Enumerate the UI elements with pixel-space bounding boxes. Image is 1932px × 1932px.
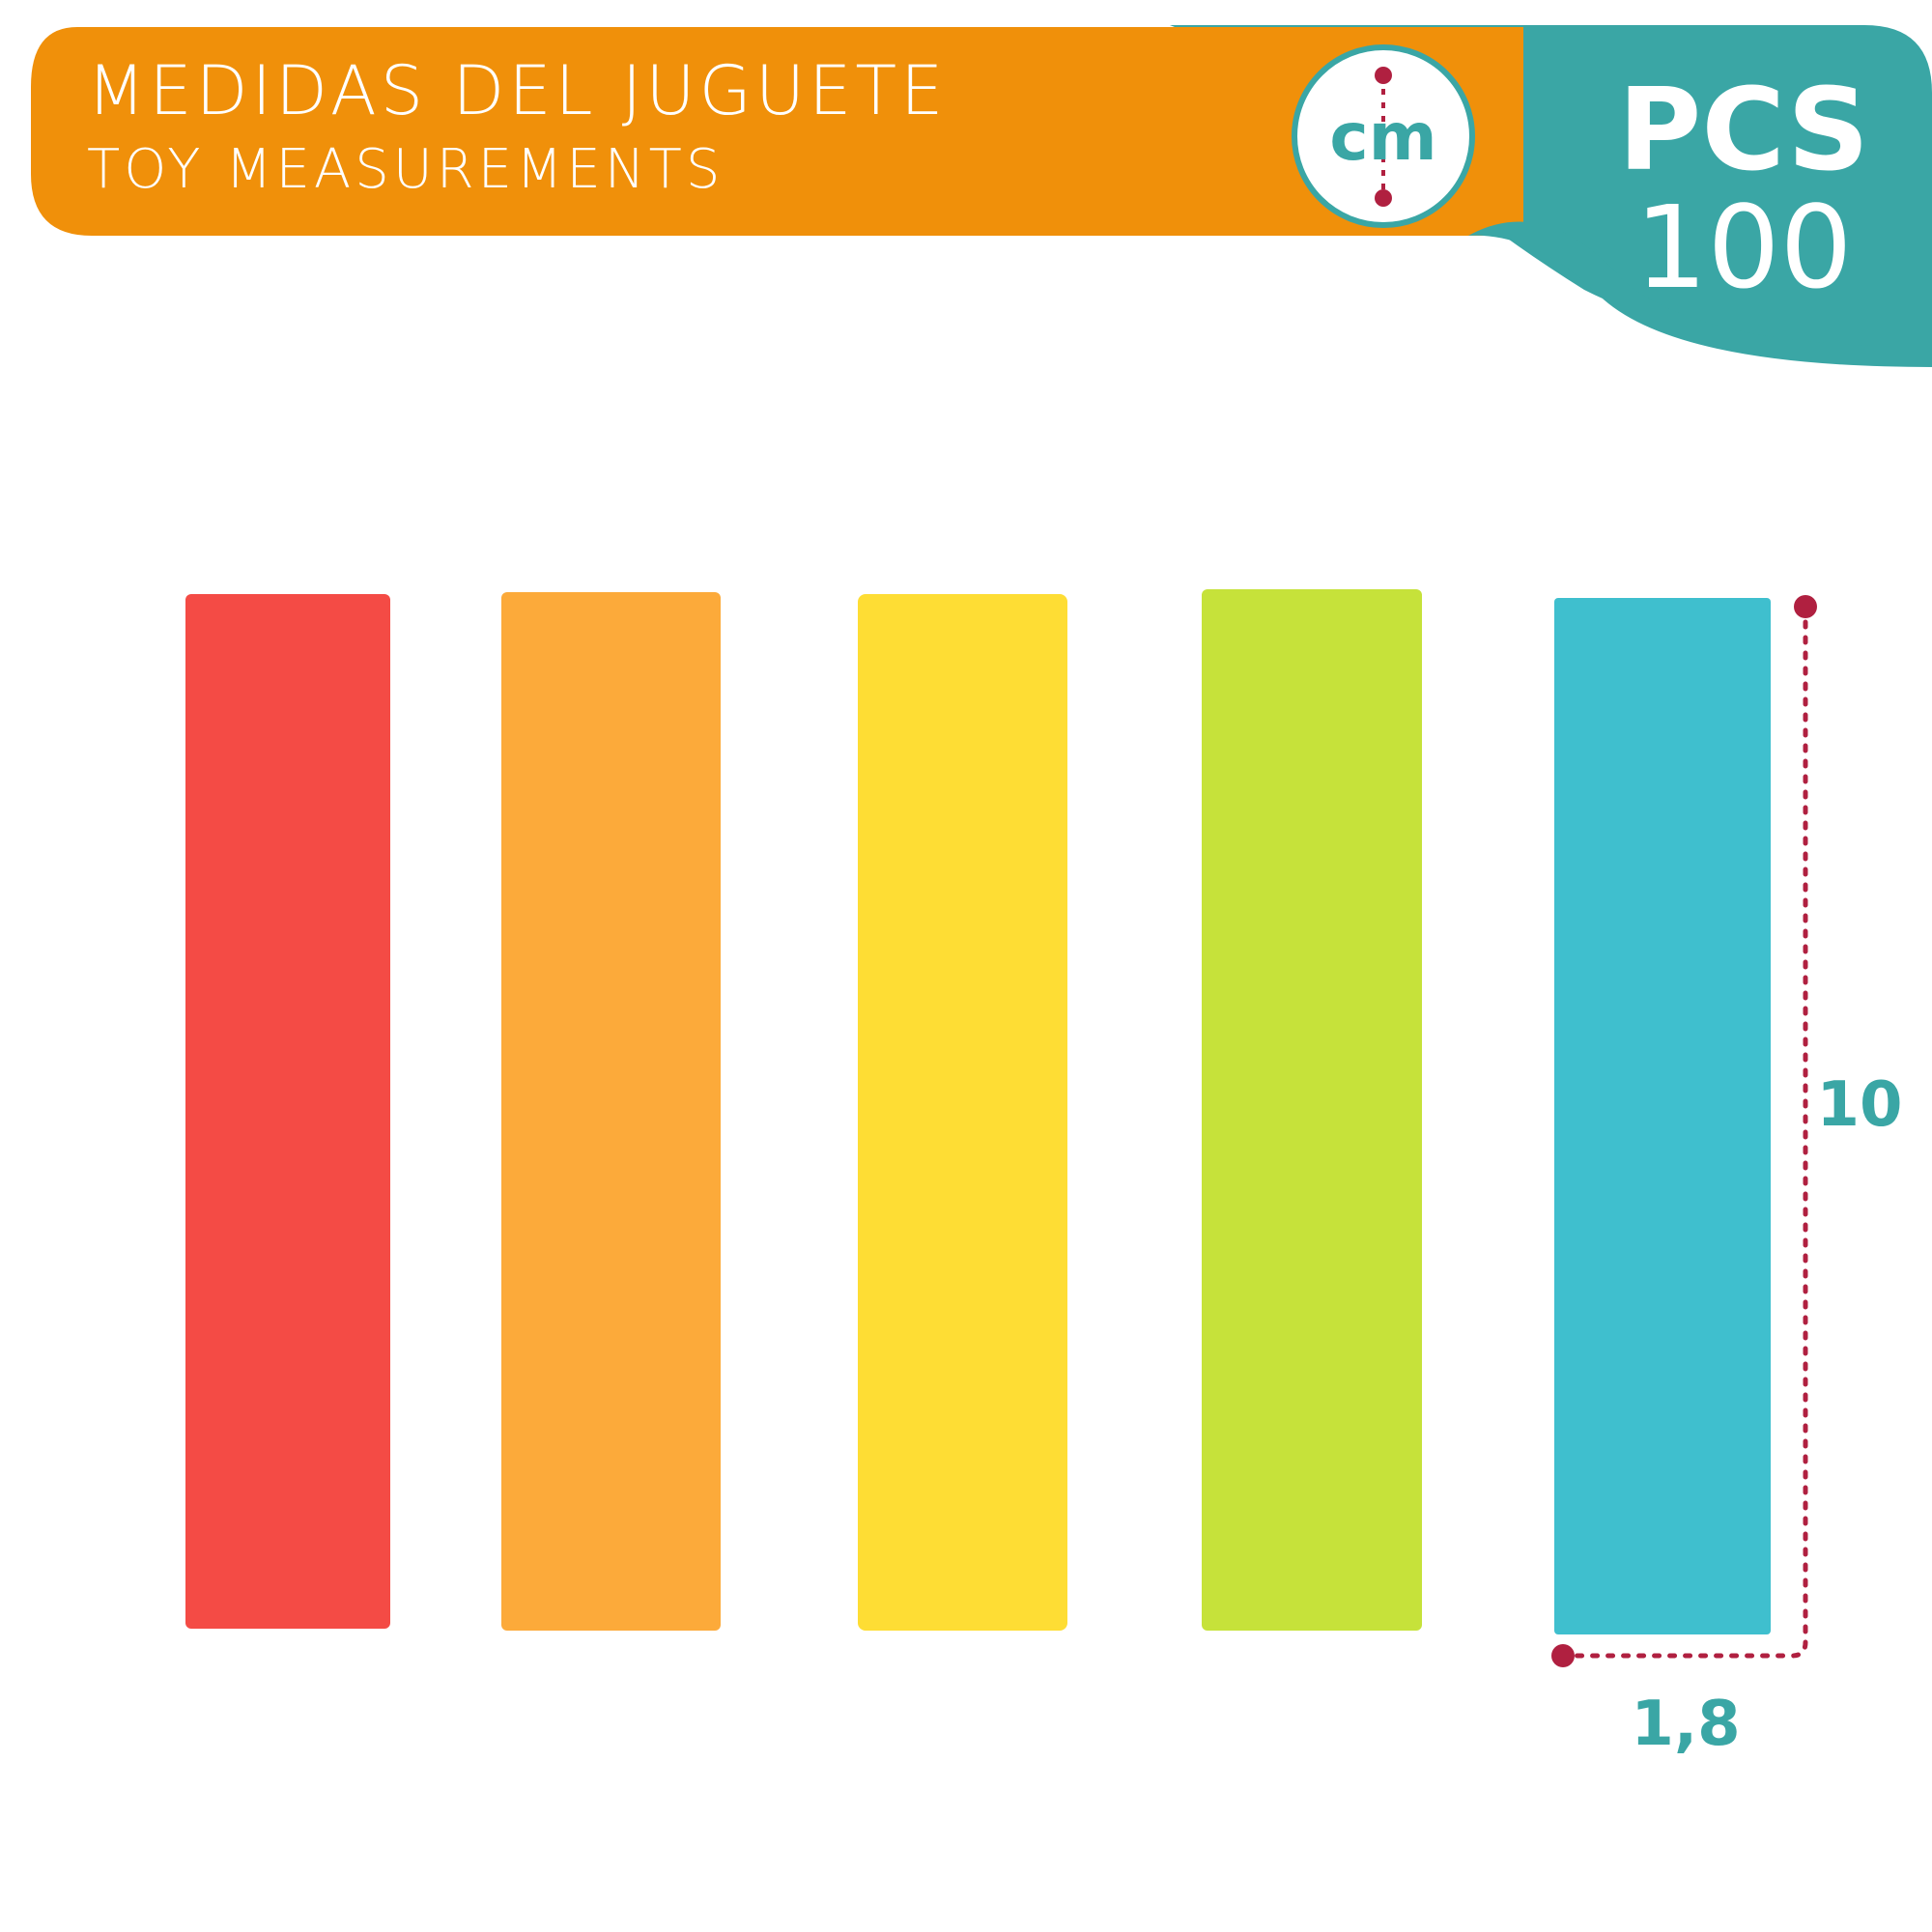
subtitle: TOY MEASUREMENTS bbox=[87, 138, 724, 201]
measure-line bbox=[1560, 604, 1808, 1659]
measure-dot bbox=[1794, 595, 1817, 618]
measure-dot bbox=[1551, 1644, 1575, 1667]
title: MEDIDAS DEL JUGUETE bbox=[87, 51, 947, 130]
height-label: 10 bbox=[1816, 1069, 1902, 1141]
orange-block bbox=[501, 592, 721, 1631]
badge-dot bbox=[1375, 67, 1392, 84]
teal-curve bbox=[1468, 221, 1932, 367]
yellow-block bbox=[858, 594, 1067, 1631]
badge-dot bbox=[1375, 189, 1392, 207]
blue-block bbox=[1554, 598, 1771, 1634]
pcs-label: PCS bbox=[1618, 63, 1869, 196]
pcs-value: 100 bbox=[1634, 181, 1852, 314]
green-block bbox=[1202, 589, 1422, 1631]
unit-label: cm bbox=[1329, 99, 1436, 176]
width-label: 1,8 bbox=[1631, 1689, 1740, 1760]
orange-banner bbox=[31, 27, 1523, 236]
red-block bbox=[185, 594, 390, 1629]
unit-badge bbox=[1292, 44, 1475, 228]
